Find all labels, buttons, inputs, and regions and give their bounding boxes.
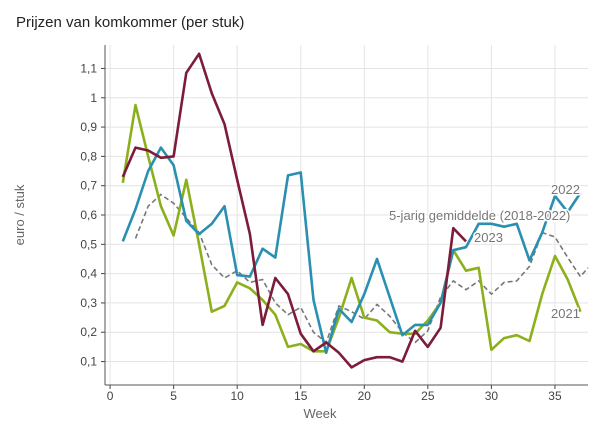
- series-line-2023: [121, 52, 467, 369]
- x-tick-label: 5: [170, 389, 177, 403]
- series-label: 2023: [474, 230, 503, 245]
- series-line-2022: [121, 146, 582, 355]
- y-tick-label: 0,6: [80, 208, 97, 222]
- y-tick-label: 0,7: [80, 179, 97, 193]
- y-tick-label: 1: [90, 91, 97, 105]
- series-label: 5-jarig gemiddelde (2018-2022): [389, 208, 570, 223]
- axes: 0,10,20,30,40,50,60,70,80,911,10 5 10 15 20 2…: [80, 45, 588, 403]
- y-tick-label: 0,9: [80, 120, 97, 134]
- y-tick-label: 0,1: [80, 355, 97, 369]
- y-tick-label: 0,4: [80, 267, 97, 281]
- series-line-2021: [121, 103, 582, 353]
- series-label: 2022: [551, 182, 580, 197]
- x-axis-label: Week: [304, 406, 337, 421]
- x-tick-label: 25: [421, 389, 435, 403]
- y-tick-label: 0,5: [80, 237, 97, 251]
- x-tick-label: 15: [294, 389, 308, 403]
- series-group: [121, 52, 589, 369]
- x-tick-label: 0: [107, 389, 114, 403]
- series-line-5-jarig-gemiddelde-2018-2022-: [134, 193, 589, 344]
- y-tick-label: 1,1: [80, 61, 97, 75]
- series-labels: 2021 2022 2023 5-jarig gemiddelde (2018-202…: [388, 181, 582, 323]
- y-tick-label: 0,8: [80, 149, 97, 163]
- x-tick-label: 20: [358, 389, 372, 403]
- x-tick-label: 30: [485, 389, 499, 403]
- y-tick-label: 0,3: [80, 296, 97, 310]
- x-tick-label: 10: [231, 389, 245, 403]
- y-axis-label: euro / stuk: [12, 184, 27, 245]
- y-tick-label: 0,2: [80, 325, 97, 339]
- series-label: 2021: [551, 306, 580, 321]
- x-tick-label: 35: [548, 389, 562, 403]
- chart-title: Prijzen van komkommer (per stuk): [16, 14, 244, 31]
